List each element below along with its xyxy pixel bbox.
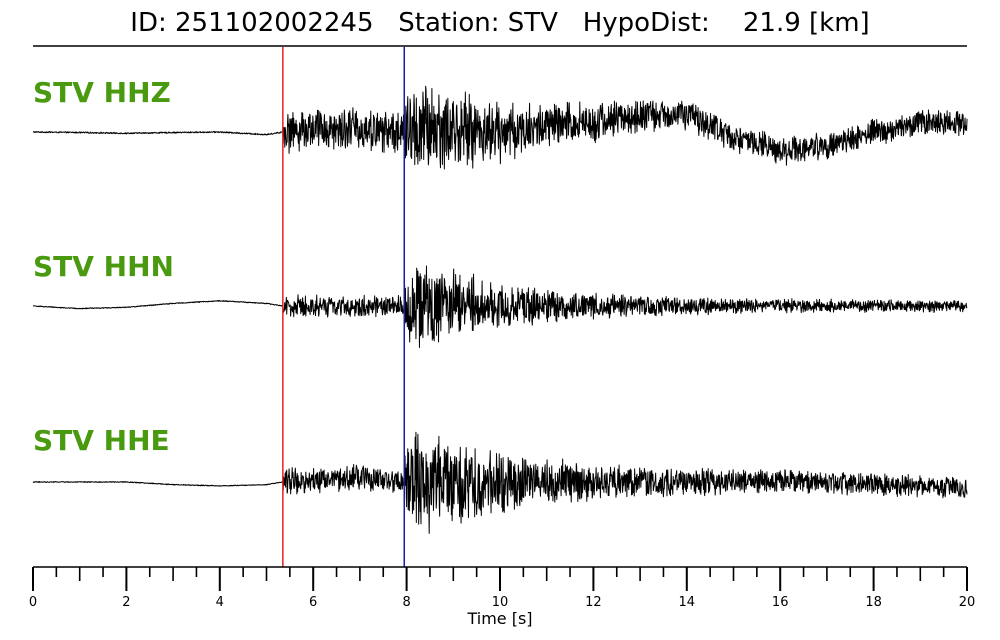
trace-stv-hhn	[32, 265, 968, 349]
x-tick-label: 4	[216, 595, 224, 610]
x-tick-label: 6	[309, 595, 317, 610]
picks-group	[282, 47, 406, 567]
chart-title: ID: 251102002245 Station: STV HypoDist: …	[130, 8, 870, 38]
x-tick-label: 10	[492, 595, 509, 610]
x-tick-label: 14	[679, 595, 696, 610]
traces-group	[32, 85, 968, 534]
x-tick-label: 18	[865, 595, 882, 610]
trace-label-stv-hhe: STV HHE	[33, 424, 170, 457]
x-axis: 0 2 4 6 8 10 12 14 16 18 20	[29, 566, 976, 610]
x-tick-label: 20	[959, 595, 976, 610]
x-tick-label: 8	[402, 595, 410, 610]
x-axis-label: Time [s]	[466, 609, 532, 628]
x-tick-label: 2	[122, 595, 130, 610]
trace-stv-hhz	[32, 85, 968, 170]
trace-label-stv-hhz: STV HHZ	[33, 76, 171, 109]
x-tick-label: 12	[585, 595, 602, 610]
trace-stv-hhe	[32, 431, 968, 534]
x-tick-label: 16	[772, 595, 789, 610]
x-tick-label: 0	[29, 595, 37, 610]
trace-label-stv-hhn: STV HHN	[33, 250, 174, 283]
trace-labels: STV HHZ STV HHN STV HHE	[33, 76, 174, 457]
